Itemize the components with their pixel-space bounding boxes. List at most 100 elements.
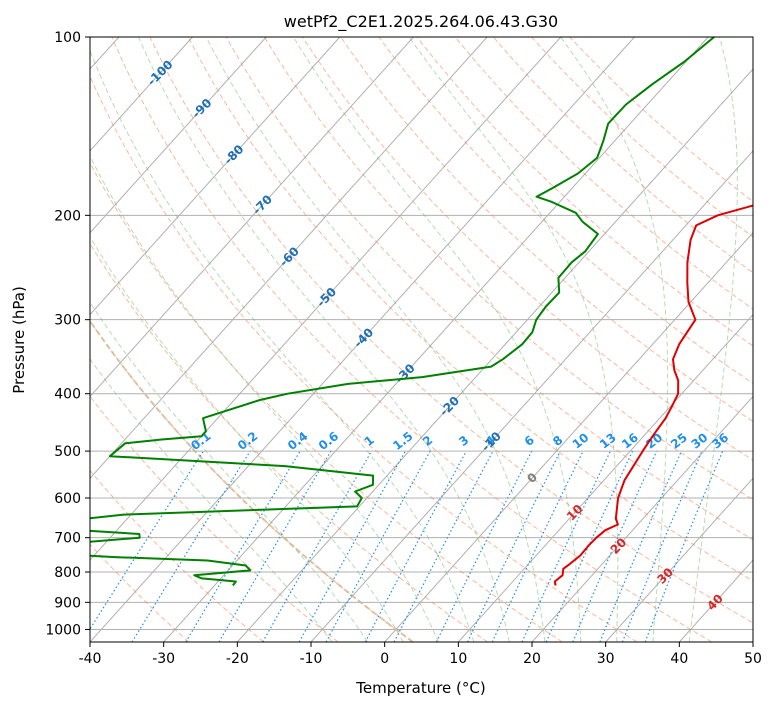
isotherm-line: [752, 641, 753, 642]
isotherm-line: [90, 37, 193, 152]
mixing-ratio-line: [325, 450, 431, 642]
dewpoint-line: [90, 37, 715, 587]
mixing-ratio-label: 2: [420, 433, 435, 449]
isotherm-label: -30: [393, 361, 418, 386]
isotherm-label: -80: [221, 142, 246, 167]
dry-adiabat-line: [531, 37, 753, 238]
x-tick-label: 50: [744, 651, 762, 667]
y-tick-label: 800: [54, 565, 81, 581]
isotherm-label: -50: [314, 285, 339, 310]
dry-adiabat-line: [90, 161, 563, 642]
isotherm-line: [90, 37, 562, 561]
isotherm-label: -60: [277, 244, 302, 269]
dry-adiabat-line: [187, 37, 753, 582]
dry-adiabat-line: [493, 37, 753, 274]
mixing-ratio-label: 0.1: [188, 429, 213, 453]
isotherm-line: [163, 37, 709, 642]
moist-adiabat-line: [138, 37, 510, 642]
x-tick-label: -40: [79, 651, 102, 667]
mixing-ratio-line: [185, 450, 301, 642]
dry-adiabat-line: [225, 37, 753, 541]
mixing-ratio-line: [521, 450, 611, 642]
mixing-ratio-line: [131, 450, 251, 642]
mixing-ratio-label: 6: [522, 433, 537, 449]
dry-adiabat-line: [90, 75, 638, 642]
isotherm-line: [457, 313, 753, 642]
mixing-ratio-line: [491, 450, 584, 642]
moist-adiabat-line: [560, 37, 669, 642]
moist-adiabat-line: [205, 37, 546, 642]
chart-title: wetPf2_C2E1.2025.264.06.43.G30: [284, 12, 558, 32]
isotherm-line: [531, 395, 753, 642]
mixing-ratio-line: [599, 450, 682, 642]
dry-adiabat-line: [90, 395, 339, 642]
axis-ticks: -40 -30 -20 -10 0 10 20 30 40 50 1000 900 800 700 600 5…: [45, 30, 762, 667]
mixing-ratio-label: 0.2: [235, 429, 260, 453]
dry-adiabat-line: [149, 37, 753, 624]
dry-adiabat-line: [416, 37, 753, 347]
dry-adiabat-line: [90, 543, 190, 642]
mixing-ratio-label: 13: [597, 430, 619, 451]
y-tick-label: 900: [54, 595, 81, 611]
isotherm-line: [90, 37, 267, 234]
mixing-ratio-line: [262, 450, 373, 642]
moist-adiabat-line: [408, 37, 619, 642]
y-tick-label: 600: [54, 491, 81, 507]
y-axis-label: Pressure (hPa): [10, 286, 28, 394]
mixing-ratio-line: [466, 450, 561, 642]
x-tick-label: -30: [152, 651, 175, 667]
isotherm-label: -10: [479, 429, 504, 454]
dry-adiabat-line: [90, 469, 264, 642]
dry-adiabat-line: [569, 37, 753, 203]
dry-adiabat-line: [378, 37, 753, 385]
isotherm-label: -40: [351, 325, 376, 350]
x-tick-label: 20: [523, 651, 541, 667]
x-axis-label: Temperature (°C): [355, 679, 485, 697]
moist-adiabat-line: [293, 37, 582, 642]
isotherm-line: [605, 477, 753, 642]
moist-adiabat-line: [90, 49, 475, 642]
isotherm-label: -20: [437, 394, 462, 419]
x-tick-label: 30: [597, 651, 615, 667]
mixing-ratio-label: 30: [689, 430, 711, 451]
mixing-ratio-line: [364, 450, 467, 642]
x-tick-label: 0: [380, 651, 389, 667]
plot-frame: [89, 36, 754, 643]
plot-area: 0.1 0.2 0.4 0.6 1 1.5 2 3 4 6 8 10 13 16 20 253036-100-…: [90, 37, 753, 642]
y-tick-label: 1000: [45, 622, 81, 638]
dry-adiabat-line: [111, 37, 712, 642]
isotherm-line: [310, 150, 753, 642]
y-tick-label: 500: [54, 444, 81, 460]
isotherm-line: [90, 37, 488, 480]
mixing-ratio-line: [218, 450, 332, 642]
y-tick-label: 200: [54, 208, 81, 224]
mixing-ratio-line: [621, 450, 703, 642]
x-tick-label: 10: [449, 651, 467, 667]
dry-adiabat-line: [90, 242, 488, 642]
isotherm-label: 40: [704, 591, 726, 613]
temperature-line: [553, 204, 753, 586]
mixing-ratio-label: 25: [668, 430, 690, 451]
y-tick-label: 300: [54, 313, 81, 329]
isotherm-label: -70: [250, 192, 275, 217]
y-tick-label: 400: [54, 387, 81, 403]
x-tick-label: -10: [300, 651, 323, 667]
moist-adiabat-line: [90, 301, 369, 642]
moist-adiabat-line: [90, 358, 333, 642]
moist-adiabat-line: [90, 235, 404, 642]
isotherm-line: [90, 37, 414, 398]
mixing-ratio-line: [298, 450, 406, 642]
mixing-ratio-label: 1.5: [390, 429, 415, 453]
mixing-ratio-label: 8: [550, 433, 565, 449]
isotherm-label: 10: [564, 502, 586, 524]
y-tick-label: 100: [54, 30, 81, 46]
mixing-ratio-label: 16: [619, 430, 641, 451]
dry-adiabat-line: [264, 37, 753, 501]
mixing-ratio-line: [90, 450, 204, 631]
reference-adiabat-line: [90, 319, 414, 642]
isotherm-line: [384, 231, 753, 642]
isotherm-line: [90, 37, 341, 316]
dry-adiabat-line: [302, 37, 753, 461]
x-tick-label: 40: [670, 651, 688, 667]
